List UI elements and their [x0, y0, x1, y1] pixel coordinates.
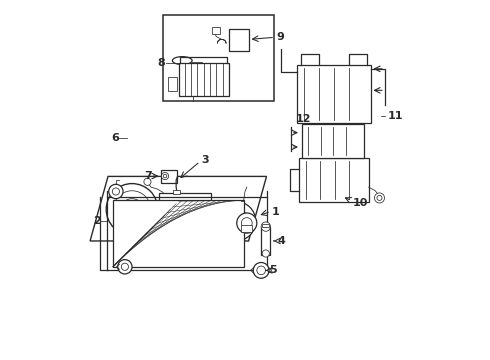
Circle shape	[172, 207, 183, 217]
Text: 5: 5	[270, 265, 277, 275]
Circle shape	[168, 202, 188, 222]
Bar	[262, 224, 270, 227]
Circle shape	[176, 202, 179, 205]
Circle shape	[128, 205, 136, 214]
Circle shape	[194, 215, 207, 228]
Bar	[161, 170, 176, 183]
Circle shape	[216, 225, 220, 230]
Circle shape	[106, 184, 158, 235]
Circle shape	[168, 210, 171, 213]
Bar	[299, 158, 368, 202]
Bar	[163, 15, 274, 101]
Bar	[159, 193, 211, 230]
Circle shape	[122, 199, 143, 220]
Circle shape	[184, 210, 187, 213]
Circle shape	[226, 225, 231, 230]
Circle shape	[197, 219, 203, 224]
Circle shape	[161, 172, 169, 180]
Circle shape	[261, 222, 270, 231]
Circle shape	[210, 225, 215, 230]
Bar	[113, 201, 244, 267]
Circle shape	[237, 213, 257, 233]
Text: 3: 3	[201, 155, 209, 165]
Text: 12: 12	[295, 114, 311, 124]
Circle shape	[122, 263, 128, 270]
Circle shape	[113, 191, 151, 228]
Circle shape	[377, 195, 382, 201]
Text: 9: 9	[276, 32, 284, 42]
Bar	[191, 66, 200, 69]
Circle shape	[253, 262, 269, 278]
Bar	[168, 77, 176, 91]
Circle shape	[171, 204, 173, 207]
Ellipse shape	[172, 57, 192, 64]
Bar	[229, 30, 248, 51]
Circle shape	[144, 178, 151, 185]
Circle shape	[163, 174, 167, 178]
Circle shape	[216, 202, 256, 241]
Circle shape	[262, 250, 270, 257]
Text: 6: 6	[111, 133, 119, 143]
Bar	[297, 65, 370, 123]
Bar	[173, 190, 180, 194]
Bar	[242, 225, 252, 232]
Bar	[302, 124, 365, 158]
Text: 1: 1	[272, 207, 280, 217]
Text: 11: 11	[388, 111, 403, 121]
Text: 2: 2	[94, 216, 101, 226]
Text: 7: 7	[144, 171, 152, 181]
Circle shape	[176, 218, 179, 221]
Circle shape	[374, 193, 385, 203]
Bar	[179, 63, 229, 96]
Bar	[261, 226, 270, 255]
Circle shape	[171, 216, 173, 219]
Text: 4: 4	[277, 236, 285, 246]
Circle shape	[221, 225, 226, 230]
Circle shape	[118, 260, 132, 274]
Circle shape	[231, 216, 242, 226]
Circle shape	[182, 216, 185, 219]
Circle shape	[242, 218, 252, 228]
Circle shape	[257, 266, 266, 275]
Circle shape	[223, 209, 248, 234]
Text: 8: 8	[157, 58, 165, 68]
Circle shape	[182, 204, 185, 207]
Text: 10: 10	[353, 198, 368, 208]
Circle shape	[109, 184, 123, 199]
Bar	[212, 27, 220, 34]
Circle shape	[112, 188, 120, 195]
Bar	[191, 62, 202, 65]
